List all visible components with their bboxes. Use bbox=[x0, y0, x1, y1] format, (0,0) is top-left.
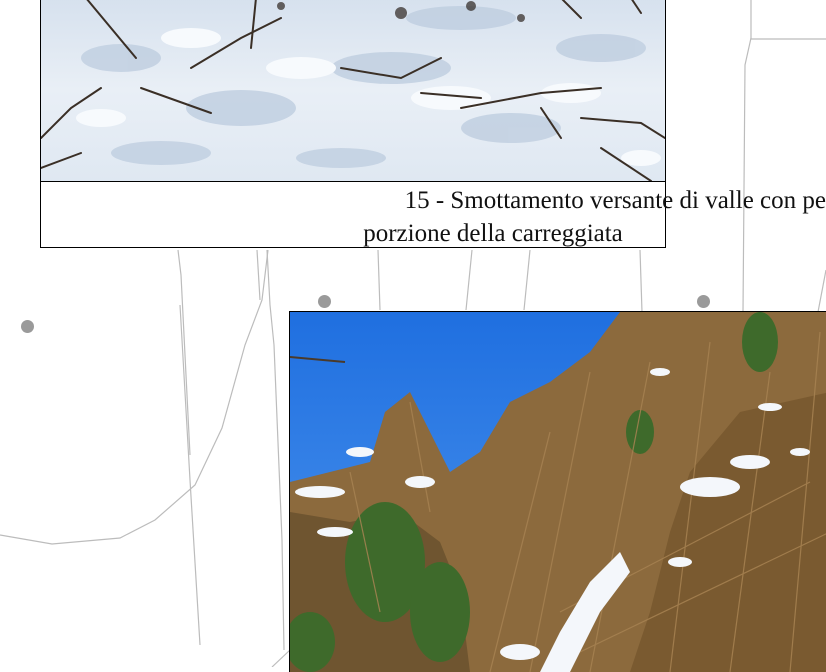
parcel-boundary bbox=[523, 249, 531, 311]
parcel-boundary bbox=[271, 649, 291, 667]
map-point-icon[interactable] bbox=[21, 320, 34, 333]
map-point-icon[interactable] bbox=[318, 295, 331, 308]
parcel-boundary bbox=[742, 37, 752, 313]
parcel-boundary bbox=[266, 249, 285, 651]
map-point-icon[interactable] bbox=[697, 295, 710, 308]
caption-line-2: porzione della carreggiata bbox=[363, 220, 623, 247]
parcel-boundary bbox=[177, 249, 191, 456]
parcel-boundary bbox=[817, 269, 826, 313]
parcel-boundary bbox=[750, 0, 826, 40]
parcel-boundary bbox=[256, 249, 261, 301]
vegetation-image bbox=[290, 312, 826, 672]
photo-caption-box bbox=[40, 181, 666, 248]
snow-ground-image bbox=[41, 0, 665, 181]
parcel-boundary bbox=[0, 249, 269, 545]
caption-line-1: 15 - Smottamento versante di valle con p… bbox=[404, 187, 826, 214]
photo-snow-ground bbox=[40, 0, 666, 182]
photo-caption: 15 - Smottamento versante di valle con p… bbox=[40, 184, 826, 250]
parcel-boundary bbox=[377, 249, 381, 311]
parcel-boundary bbox=[179, 304, 201, 646]
parcel-boundary bbox=[639, 249, 643, 313]
parcel-boundary bbox=[465, 249, 473, 311]
photo-vegetation-slope bbox=[289, 311, 826, 672]
